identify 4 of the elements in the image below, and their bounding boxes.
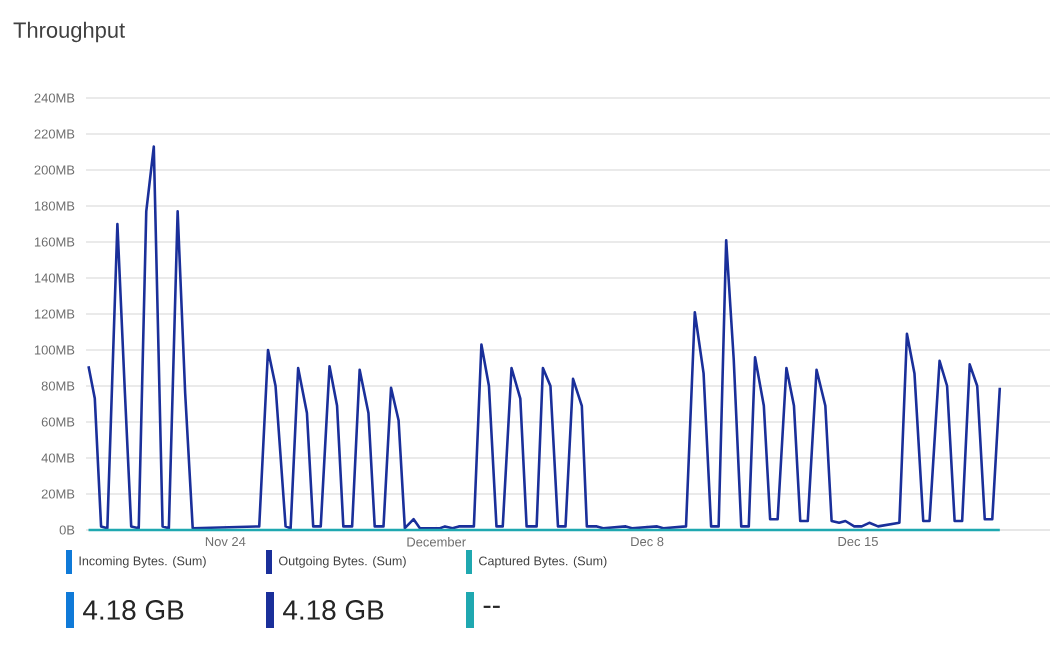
text: --: [483, 605, 500, 608]
text: 4.18 GB: [83, 600, 184, 620]
chart-title: Throughput: [13, 21, 125, 43]
text: 4.18 GB: [283, 600, 384, 620]
